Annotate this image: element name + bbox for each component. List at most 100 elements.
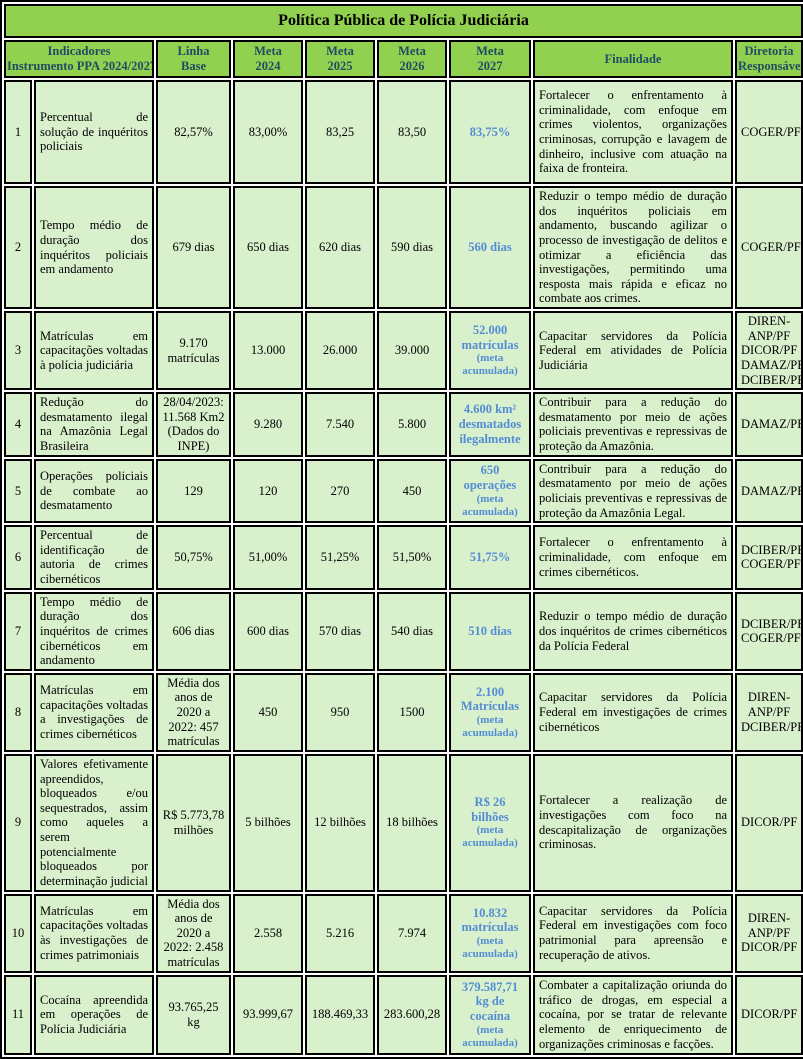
table-row: 6 Percentual de identificação de autoria… [4, 525, 803, 590]
indicator-cell: Matrículas em capacitações voltadas às i… [34, 893, 154, 973]
col-header-meta-2026: Meta 2026 [377, 40, 447, 78]
meta-2027-cell: 52.000 matrículas (meta acumulada) [449, 311, 531, 391]
linha-base-cell: 679 dias [156, 186, 231, 309]
meta-2026-cell: 18 bilhões [377, 753, 447, 892]
meta-2027-cell: 379.587,71 kg de cocaína (meta acumulada… [449, 974, 531, 1055]
page-title: Política Pública de Polícia Judiciária [4, 4, 803, 38]
finalidade-cell: Capacitar servidores da Polícia Federal … [533, 311, 733, 391]
meta-2025-cell: 950 [305, 672, 375, 752]
finalidade-cell: Capacitar servidores da Polícia Federal … [533, 893, 733, 973]
finalidade-cell: Fortalecer o enfrentamento à criminalida… [533, 80, 733, 184]
header-line: Base [181, 59, 206, 73]
meta-2024-cell: 51,00% [233, 525, 303, 590]
meta-2025-cell: 7.540 [305, 392, 375, 457]
meta-2027-value: 510 dias [468, 623, 512, 638]
row-number-cell: 1 [4, 80, 32, 184]
col-header-meta-2027: Meta 2027 [449, 40, 531, 78]
header-line: 2024 [255, 59, 281, 73]
diretoria-cell: DAMAZ/PF [735, 458, 803, 524]
indicator-cell: Valores efetivamente apreendidos, bloque… [34, 753, 154, 892]
title-row: Política Pública de Polícia Judiciária [4, 4, 803, 38]
diretoria-cell: DIREN-ANP/PF DCIBER/PF [735, 672, 803, 752]
linha-base-cell: 9.170 matrículas [156, 311, 231, 391]
meta-2027-value: 4.600 km² desmatados ilegalmente [458, 402, 522, 446]
finalidade-cell: Capacitar servidores da Polícia Federal … [533, 672, 733, 752]
finalidade-cell: Contribuir para a redução do desmatament… [533, 458, 733, 524]
meta-2027-cell: 650 operações (meta acumulada) [449, 458, 531, 524]
finalidade-cell: Fortalecer a realização de investigações… [533, 753, 733, 892]
meta-2027-note: (meta acumulada) [462, 492, 518, 518]
meta-2027-note: (meta acumulada) [462, 934, 518, 960]
indicator-cell: Matrículas em capacitações voltadas a in… [34, 672, 154, 752]
meta-2027-value: R$ 26 bilhões [471, 795, 509, 824]
table-row: 2 Tempo médio de duração dos inquéritos … [4, 186, 803, 309]
meta-2026-cell: 590 dias [377, 186, 447, 309]
linha-base-cell: 82,57% [156, 80, 231, 184]
meta-2027-note: (meta acumulada) [462, 824, 518, 850]
meta-2024-cell: 83,00% [233, 80, 303, 184]
meta-2025-cell: 270 [305, 458, 375, 524]
header-row: Indicadores Instrumento PPA 2024/2027 Li… [4, 40, 803, 78]
diretoria-cell: DICOR/PF [735, 753, 803, 892]
meta-2027-cell: 83,75% [449, 80, 531, 184]
meta-2025-cell: 620 dias [305, 186, 375, 309]
linha-base-cell: 93.765,25 kg [156, 974, 231, 1055]
meta-2025-cell: 51,25% [305, 525, 375, 590]
linha-base-cell: 606 dias [156, 591, 231, 671]
diretoria-cell: COGER/PF [735, 80, 803, 184]
row-number-cell: 10 [4, 893, 32, 973]
meta-2026-cell: 540 dias [377, 591, 447, 671]
header-line: Instrumento PPA 2024/2027 [7, 59, 154, 73]
meta-2024-cell: 600 dias [233, 591, 303, 671]
finalidade-cell: Reduzir o tempo médio de duração dos inq… [533, 591, 733, 671]
meta-2025-cell: 83,25 [305, 80, 375, 184]
table-row: 4 Redução do desmatamento ilegal na Amaz… [4, 392, 803, 457]
meta-2027-value: 2.100 Matrículas [460, 684, 520, 714]
linha-base-cell: 28/04/2023: 11.568 Km2 (Dados do INPE) [156, 392, 231, 457]
indicator-cell: Percentual de solução de inquéritos poli… [34, 80, 154, 184]
header-line: 2026 [399, 59, 425, 73]
table-row: 11 Cocaína apreendida em operações de Po… [4, 974, 803, 1055]
finalidade-cell: Reduzir o tempo médio de duração dos inq… [533, 186, 733, 309]
meta-2026-cell: 283.600,28 [377, 974, 447, 1055]
meta-2027-cell: R$ 26 bilhões (meta acumulada) [449, 753, 531, 892]
meta-2027-cell: 51,75% [449, 525, 531, 590]
indicator-cell: Redução do desmatamento ilegal na Amazôn… [34, 392, 154, 457]
meta-2027-value: 560 dias [468, 240, 512, 255]
header-line: Meta [326, 44, 354, 59]
meta-2025-cell: 12 bilhões [305, 753, 375, 892]
meta-2025-cell: 5.216 [305, 893, 375, 973]
header-line: Meta [254, 44, 282, 59]
meta-2027-value: 650 operações [463, 463, 517, 493]
meta-2027-cell: 4.600 km² desmatados ilegalmente [449, 392, 531, 457]
row-number-cell: 3 [4, 311, 32, 391]
indicator-cell: Matrículas em capacitações voltadas à po… [34, 311, 154, 391]
row-number-cell: 8 [4, 672, 32, 752]
header-line: Meta [476, 44, 504, 59]
table-row: 9 Valores efetivamente apreendidos, bloq… [4, 753, 803, 892]
diretoria-cell: DIREN-ANP/PF DICOR/PF [735, 893, 803, 973]
row-number-cell: 2 [4, 186, 32, 309]
indicator-cell: Tempo médio de duração dos inquéritos po… [34, 186, 154, 309]
meta-2024-cell: 450 [233, 672, 303, 752]
row-number-cell: 4 [4, 392, 32, 457]
meta-2024-cell: 120 [233, 458, 303, 524]
linha-base-cell: 129 [156, 458, 231, 524]
col-header-linha-base: Linha Base [156, 40, 231, 78]
meta-2024-cell: 2.558 [233, 893, 303, 973]
col-header-meta-2025: Meta 2025 [305, 40, 375, 78]
row-number-cell: 9 [4, 753, 32, 892]
table-row: 3 Matrículas em capacitações voltadas à … [4, 311, 803, 391]
meta-2027-value: 52.000 matrículas [461, 323, 519, 352]
meta-2027-value: 10.832 matrículas [461, 905, 519, 935]
diretoria-cell: DAMAZ/PF [735, 392, 803, 457]
row-number-cell: 11 [4, 974, 32, 1055]
meta-2024-cell: 93.999,67 [233, 974, 303, 1055]
header-line: Meta [398, 44, 426, 59]
col-header-diretoria: Diretoria Responsável [735, 40, 803, 78]
table-row: 1 Percentual de solução de inquéritos po… [4, 80, 803, 184]
meta-2027-value: 379.587,71 kg de cocaína [461, 979, 519, 1024]
meta-2026-cell: 7.974 [377, 893, 447, 973]
linha-base-cell: 50,75% [156, 525, 231, 590]
